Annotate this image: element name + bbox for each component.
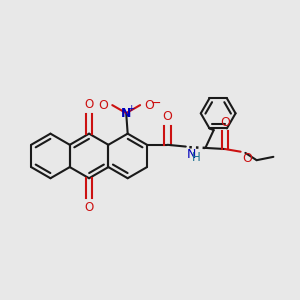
Text: −: −: [151, 97, 161, 110]
Text: N: N: [187, 148, 196, 161]
Text: O: O: [163, 110, 172, 123]
Text: O: O: [98, 99, 108, 112]
Text: +: +: [127, 104, 135, 113]
Text: O: O: [242, 152, 252, 165]
Text: O: O: [84, 200, 94, 214]
Text: O: O: [144, 99, 154, 112]
Text: H: H: [192, 151, 201, 164]
Text: O: O: [220, 116, 230, 128]
Text: O: O: [84, 98, 94, 111]
Text: N: N: [121, 106, 131, 120]
